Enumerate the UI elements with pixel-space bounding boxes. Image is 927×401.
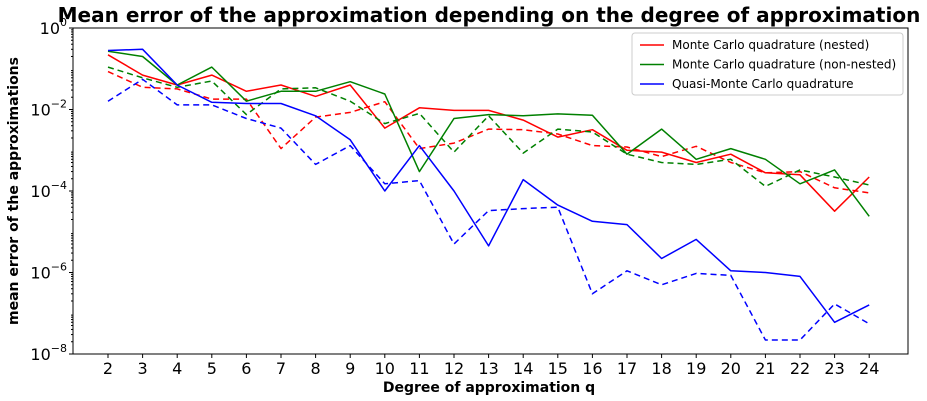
series-line-5	[107, 78, 870, 341]
legend-label: Quasi-Monte Carlo quadrature	[672, 77, 854, 91]
x-tick-label: 8	[311, 359, 321, 378]
x-axis-label: Degree of approximation q	[383, 380, 595, 396]
series-layer	[107, 48, 870, 341]
series-line-0	[107, 54, 870, 212]
x-tick-label: 9	[345, 359, 355, 378]
x-tick-label: 7	[276, 359, 286, 378]
x-tick-label: 20	[721, 359, 741, 378]
y-tick-label: 10−8	[30, 342, 67, 364]
x-tick-label: 15	[548, 359, 568, 378]
x-tick-label: 2	[103, 359, 113, 378]
x-tick-label: 23	[824, 359, 844, 378]
x-tick-label: 14	[513, 359, 533, 378]
x-tick-label: 22	[790, 359, 810, 378]
x-tick-label: 17	[617, 359, 637, 378]
y-tick-label: 100	[40, 16, 67, 38]
x-tick-label: 13	[478, 359, 498, 378]
y-tick-label: 10−2	[30, 98, 67, 120]
series-line-2	[107, 50, 870, 217]
y-tick-label: 10−6	[30, 261, 67, 283]
x-tick-label: 21	[755, 359, 775, 378]
x-axis: 2 3 4 5 6 7 8 9 10 11 12 13 14 15 16 17 18 19 20 21 22 23 24	[103, 354, 879, 378]
x-tick-label: 5	[207, 359, 217, 378]
x-tick-label: 19	[686, 359, 706, 378]
y-axis: 10−8 10−6 10−4 10−2 100	[30, 16, 73, 364]
series-line-1	[107, 70, 870, 194]
y-axis-label: mean error of the approximations	[6, 57, 22, 325]
x-tick-label: 16	[582, 359, 602, 378]
legend-box	[631, 32, 904, 96]
x-tick-label: 11	[409, 359, 429, 378]
x-tick-label: 24	[859, 359, 879, 378]
x-tick-label: 4	[172, 359, 182, 378]
y-tick-label: 10−4	[30, 179, 67, 201]
legend-label: Monte Carlo quadrature (nested)	[672, 38, 869, 52]
x-tick-label: 12	[444, 359, 464, 378]
chart-title: Mean error of the approximation dependin…	[58, 3, 921, 27]
series-line-4	[107, 48, 870, 324]
x-tick-label: 3	[138, 359, 148, 378]
x-tick-label: 18	[651, 359, 671, 378]
legend-label: Monte Carlo quadrature (non-nested)	[672, 58, 896, 72]
legend: Monte Carlo quadrature (nested) Monte Car…	[631, 32, 904, 96]
x-tick-label: 10	[375, 359, 395, 378]
x-tick-label: 6	[241, 359, 251, 378]
